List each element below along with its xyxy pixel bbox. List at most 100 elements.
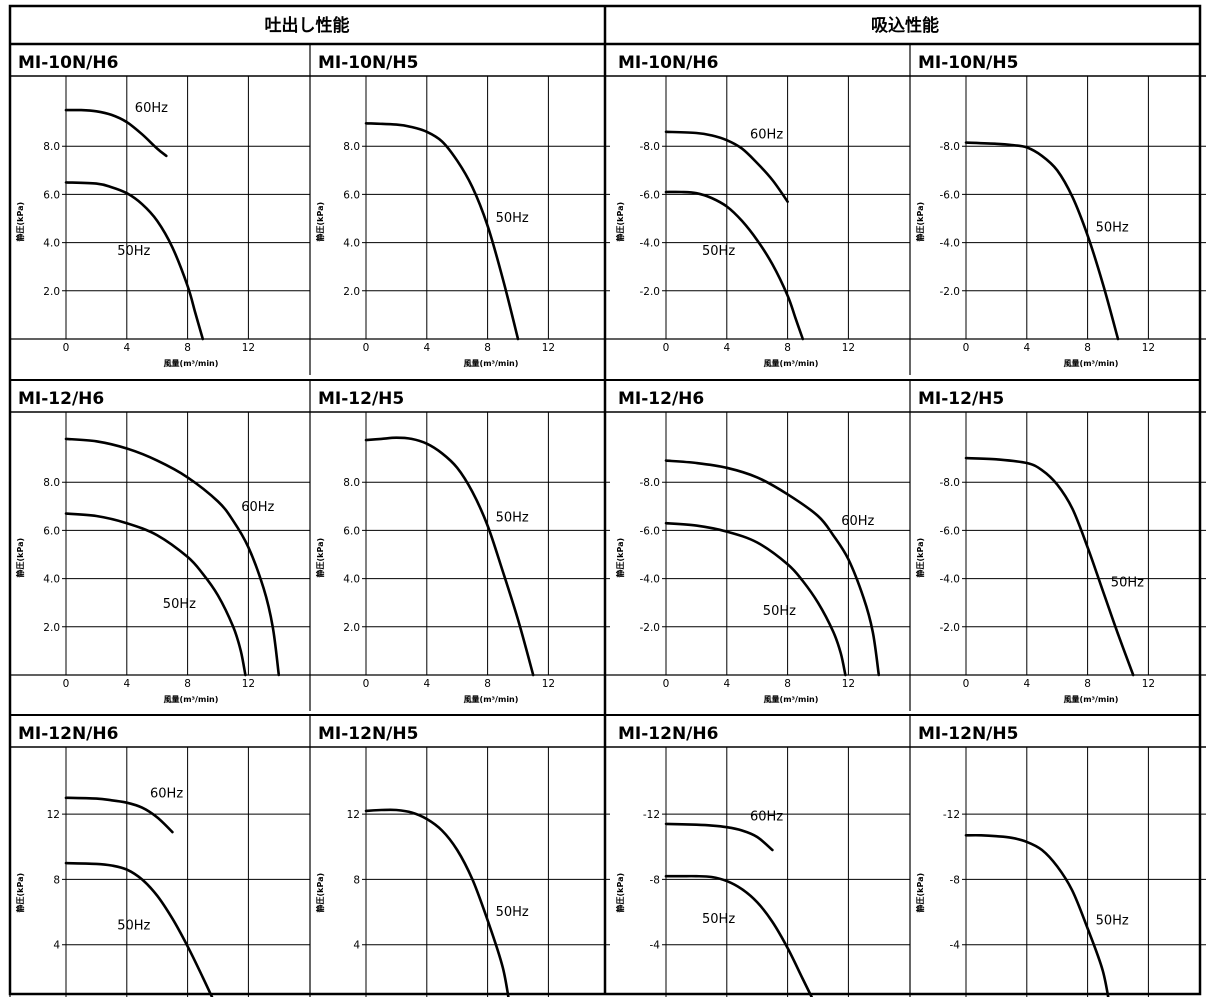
y-tick-label: 2.0 bbox=[43, 622, 60, 634]
y-axis-label: 静圧(kPa) bbox=[615, 538, 625, 578]
series-label-50Hz: 50Hz bbox=[1096, 220, 1129, 235]
series-label-60Hz: 60Hz bbox=[750, 809, 783, 824]
y-tick-label: -6.0 bbox=[940, 189, 961, 201]
series-curve-50Hz bbox=[64, 861, 214, 997]
x-tick-label: 12 bbox=[1142, 342, 1155, 354]
series-label-60Hz: 60Hz bbox=[135, 101, 168, 116]
y-tick-label: 2.0 bbox=[343, 286, 360, 298]
y-tick-label: -8.0 bbox=[640, 477, 661, 489]
chart-title: MI-12/H5 bbox=[318, 389, 404, 409]
x-tick-label: 0 bbox=[363, 342, 370, 354]
y-tick-label: 6.0 bbox=[343, 525, 360, 537]
x-tick-label: 0 bbox=[963, 678, 970, 690]
y-tick-label: -12 bbox=[943, 809, 960, 821]
y-tick-label: 2.0 bbox=[43, 286, 60, 298]
chart-panel-8: MI-12/H5 0 4 8 12 -2.0 -4.0 -6.0 -8.0 風量(m³/min) 静… bbox=[10, 379, 1206, 711]
chart-title: MI-10N/H6 bbox=[618, 53, 718, 73]
y-tick-label: -2.0 bbox=[640, 286, 661, 298]
series-label-50Hz: 50Hz bbox=[496, 511, 529, 526]
y-tick-label: -2.0 bbox=[940, 622, 961, 634]
x-tick-label: 8 bbox=[484, 678, 491, 690]
series-curve-50Hz bbox=[364, 436, 535, 677]
chart-title: MI-12/H6 bbox=[18, 389, 104, 409]
series-curve-50Hz bbox=[364, 122, 520, 341]
discharge-performance-header: 吐出し性能 bbox=[265, 15, 350, 36]
x-axis-label: 風量(m³/min) bbox=[1064, 358, 1119, 368]
x-tick-label: 12 bbox=[542, 342, 555, 354]
x-axis-label: 風量(m³/min) bbox=[164, 694, 219, 704]
x-tick-label: 12 bbox=[1142, 678, 1155, 690]
x-tick-label: 4 bbox=[423, 678, 430, 690]
y-tick-label: -4.0 bbox=[940, 574, 961, 586]
series-curve-50Hz bbox=[964, 833, 1110, 997]
y-axis-label: 静圧(kPa) bbox=[615, 873, 625, 913]
y-tick-label: 6.0 bbox=[43, 525, 60, 537]
y-tick-label: -4.0 bbox=[940, 238, 961, 250]
y-tick-label: -4 bbox=[650, 940, 661, 952]
chart-title: MI-10N/H5 bbox=[918, 53, 1018, 73]
x-axis-label: 風量(m³/min) bbox=[764, 358, 819, 368]
series-curve-60Hz bbox=[64, 796, 174, 834]
x-tick-label: 8 bbox=[784, 342, 791, 354]
y-tick-label: -6.0 bbox=[640, 189, 661, 201]
y-tick-label: 8.0 bbox=[43, 141, 60, 153]
y-tick-label: 4.0 bbox=[43, 574, 60, 586]
x-tick-label: 4 bbox=[423, 342, 430, 354]
series-label-50Hz: 50Hz bbox=[117, 919, 150, 934]
series-label-50Hz: 50Hz bbox=[702, 912, 735, 927]
series-curve-60Hz bbox=[664, 130, 789, 203]
x-axis-label: 風量(m³/min) bbox=[464, 358, 519, 368]
chart-title: MI-12/H5 bbox=[918, 389, 1004, 409]
y-axis-label: 静圧(kPa) bbox=[915, 202, 925, 242]
y-tick-label: 4.0 bbox=[343, 574, 360, 586]
series-curve-60Hz bbox=[664, 459, 881, 677]
series-label-50Hz: 50Hz bbox=[163, 597, 196, 612]
chart-title: MI-10N/H6 bbox=[18, 53, 118, 73]
table-frame bbox=[8, 4, 1202, 996]
y-tick-label: 12 bbox=[47, 809, 60, 821]
series-curve-60Hz bbox=[64, 437, 281, 677]
series-label-50Hz: 50Hz bbox=[496, 905, 529, 920]
chart-title: MI-12N/H6 bbox=[618, 724, 718, 744]
y-axis-label: 静圧(kPa) bbox=[615, 202, 625, 242]
section-headers: 吐出し性能 吸込性能 bbox=[265, 15, 940, 36]
chart-title: MI-12N/H5 bbox=[318, 724, 418, 744]
x-tick-label: 0 bbox=[363, 678, 370, 690]
chart-panel-12: MI-12N/H504812-4-8-12風量(m³/min)静圧(kPa)50… bbox=[10, 714, 1206, 997]
x-tick-label: 12 bbox=[842, 678, 855, 690]
y-tick-label: -6.0 bbox=[640, 525, 661, 537]
x-tick-label: 12 bbox=[542, 678, 555, 690]
x-tick-label: 4 bbox=[723, 342, 730, 354]
x-tick-label: 4 bbox=[123, 342, 130, 354]
series-curve-60Hz bbox=[664, 822, 774, 852]
y-tick-label: -2.0 bbox=[640, 622, 661, 634]
series-curve-50Hz bbox=[664, 874, 814, 997]
y-tick-label: 4.0 bbox=[43, 238, 60, 250]
y-axis-label: 静圧(kPa) bbox=[315, 202, 325, 242]
y-tick-label: -2.0 bbox=[940, 286, 961, 298]
suction-performance-header: 吸込性能 bbox=[871, 15, 939, 36]
x-tick-label: 0 bbox=[663, 342, 670, 354]
y-tick-label: 4.0 bbox=[343, 238, 360, 250]
y-tick-label: -4.0 bbox=[640, 238, 661, 250]
y-tick-label: 6.0 bbox=[343, 189, 360, 201]
y-axis-label: 静圧(kPa) bbox=[915, 538, 925, 578]
y-tick-label: 12 bbox=[347, 809, 360, 821]
y-tick-label: -4.0 bbox=[640, 574, 661, 586]
x-tick-label: 8 bbox=[484, 342, 491, 354]
chart-title: MI-12N/H5 bbox=[918, 724, 1018, 744]
chart-panels: MI-10N/H6 0 4 8 12 2.0 4.0 6.0 8.0 風量(m³/min) 静圧(k… bbox=[9, 43, 1206, 997]
chart-panel-4: MI-10N/H5 0 4 8 12 -2.0 -4.0 -6.0 -8.0 風量(m³/min)… bbox=[10, 43, 1206, 375]
x-tick-label: 0 bbox=[963, 342, 970, 354]
series-label-50Hz: 50Hz bbox=[1096, 913, 1129, 928]
x-axis-label: 風量(m³/min) bbox=[464, 694, 519, 704]
series-label-60Hz: 60Hz bbox=[150, 787, 183, 802]
x-tick-label: 4 bbox=[1023, 678, 1030, 690]
x-tick-label: 8 bbox=[784, 678, 791, 690]
series-label-60Hz: 60Hz bbox=[241, 500, 274, 515]
y-tick-label: 6.0 bbox=[43, 189, 60, 201]
x-axis-label: 風量(m³/min) bbox=[1064, 694, 1119, 704]
x-tick-label: 0 bbox=[63, 342, 70, 354]
y-tick-label: 8.0 bbox=[343, 141, 360, 153]
series-curve-50Hz bbox=[64, 181, 205, 341]
